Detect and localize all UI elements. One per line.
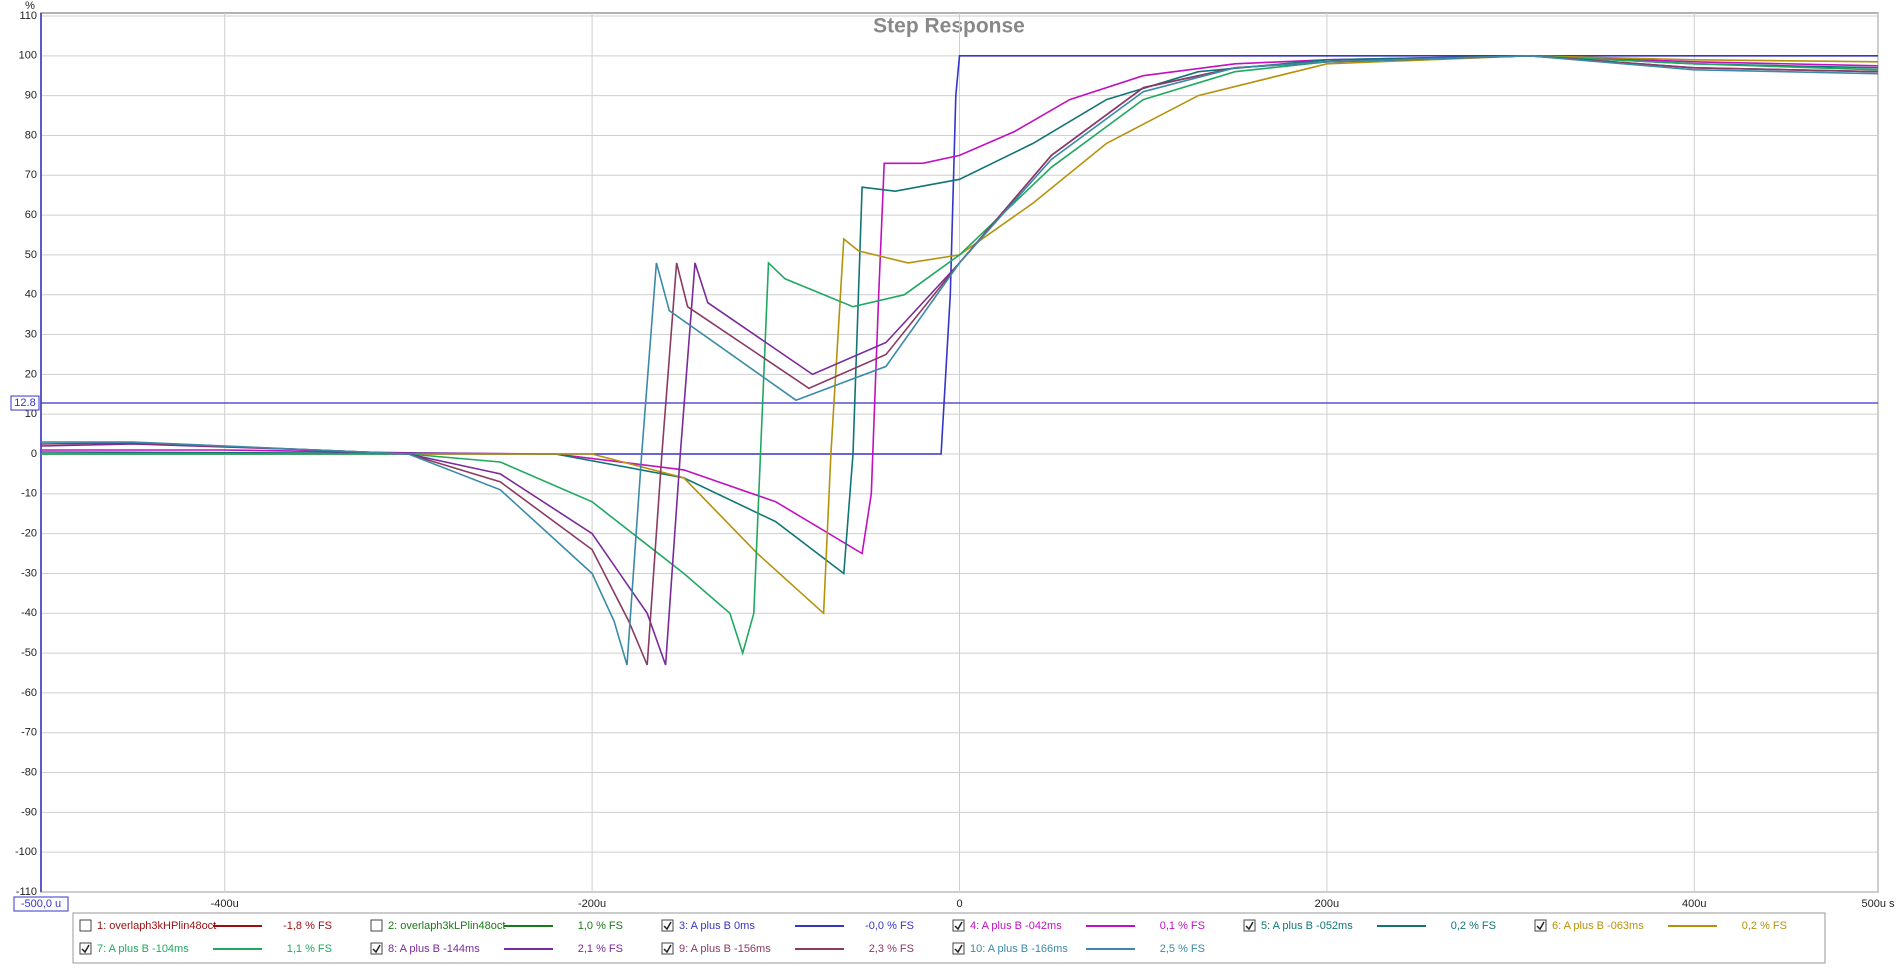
y-tick-label: -40 — [21, 607, 37, 619]
legend-fs: 1,0 % FS — [578, 920, 623, 932]
y-tick-label: 40 — [25, 289, 37, 301]
series-line — [41, 54, 1879, 666]
cursor-box — [13, 896, 69, 912]
legend-fs: 0,2 % FS — [1742, 920, 1787, 932]
legend-label: 5: A plus B -052ms — [1261, 920, 1353, 932]
checkmark — [372, 944, 381, 954]
y-tick-label: 10 — [25, 408, 37, 420]
legend-label: 4: A plus B -042ms — [970, 920, 1062, 932]
y-tick-label: -20 — [21, 528, 37, 540]
x-tick-label: -400u — [211, 898, 239, 910]
y-tick-label: -80 — [21, 766, 37, 778]
y-tick-label: 80 — [25, 129, 37, 141]
legend-checkbox[interactable] — [79, 919, 92, 932]
y-tick-label: -100 — [15, 846, 37, 858]
cursor-x-label: -500,0 u — [21, 898, 61, 910]
series-line — [41, 54, 1878, 455]
y-tick-label: 30 — [25, 328, 37, 340]
legend — [72, 912, 1826, 964]
x-tick-label: 0 — [956, 898, 962, 910]
legend-checkbox[interactable] — [79, 942, 92, 955]
checkmark — [663, 944, 672, 954]
y-tick-label: 20 — [25, 368, 37, 380]
y-tick-label: 0 — [31, 448, 37, 460]
x-tick-label: -200u — [578, 898, 606, 910]
series-line — [40, 54, 1879, 576]
checkmark — [1245, 921, 1254, 931]
x-tick-label: 400u — [1682, 898, 1706, 910]
legend-checkbox[interactable] — [952, 942, 965, 955]
legend-fs: 2,1 % FS — [578, 943, 623, 955]
y-tick-label: 110 — [19, 10, 37, 22]
cursor-box — [10, 395, 40, 411]
legend-label: 10: A plus B -166ms — [970, 943, 1068, 955]
legend-fs: 2,3 % FS — [869, 943, 914, 955]
legend-label: 7: A plus B -104ms — [97, 943, 189, 955]
legend-checkbox[interactable] — [952, 919, 965, 932]
legend-fs: 2,5 % FS — [1160, 943, 1205, 955]
legend-checkbox[interactable] — [1243, 919, 1256, 932]
legend-fs: 1,1 % FS — [287, 943, 332, 955]
checkmark — [954, 944, 963, 954]
legend-label: 2: overlaph3kLPlin48oct — [388, 920, 505, 932]
y-tick-label: -10 — [21, 488, 37, 500]
y-tick-label: 60 — [25, 209, 37, 221]
checkmark — [663, 921, 672, 931]
checkmark — [1536, 921, 1545, 931]
legend-checkbox[interactable] — [370, 919, 383, 932]
x-tick-label: 200u — [1315, 898, 1339, 910]
checkmark — [954, 921, 963, 931]
y-unit: % — [25, 0, 35, 12]
y-tick-label: 70 — [25, 169, 37, 181]
y-tick-label: -70 — [21, 727, 37, 739]
legend-label: 3: A plus B 0ms — [679, 920, 755, 932]
y-tick-label: -90 — [21, 806, 37, 818]
y-tick-label: -30 — [21, 567, 37, 579]
legend-fs: 0,1 % FS — [1160, 920, 1205, 932]
legend-label: 6: A plus B -063ms — [1552, 920, 1644, 932]
legend-fs: -1,8 % FS — [283, 920, 332, 932]
x-tick-label: 500u s — [1861, 898, 1895, 910]
checkmark — [81, 944, 90, 954]
legend-checkbox[interactable] — [1534, 919, 1547, 932]
y-tick-label: 100 — [19, 50, 37, 62]
legend-label: 9: A plus B -156ms — [679, 943, 771, 955]
legend-fs: 0,2 % FS — [1451, 920, 1496, 932]
cursor-y-label: 12.8 — [14, 397, 35, 409]
series-line — [41, 54, 1879, 616]
legend-label: 1: overlaph3kHPlin48oct — [97, 920, 216, 932]
legend-checkbox[interactable] — [661, 942, 674, 955]
legend-fs: -0,0 % FS — [865, 920, 914, 932]
y-tick-label: 90 — [25, 90, 37, 102]
y-tick-label: -110 — [16, 886, 37, 898]
y-tick-label: -50 — [21, 647, 37, 659]
y-tick-label: -60 — [21, 687, 37, 699]
y-tick-label: 50 — [25, 249, 37, 261]
chart-title: Step Response — [873, 15, 1025, 38]
legend-checkbox[interactable] — [370, 942, 383, 955]
legend-label: 8: A plus B -144ms — [388, 943, 480, 955]
legend-checkbox[interactable] — [661, 919, 674, 932]
